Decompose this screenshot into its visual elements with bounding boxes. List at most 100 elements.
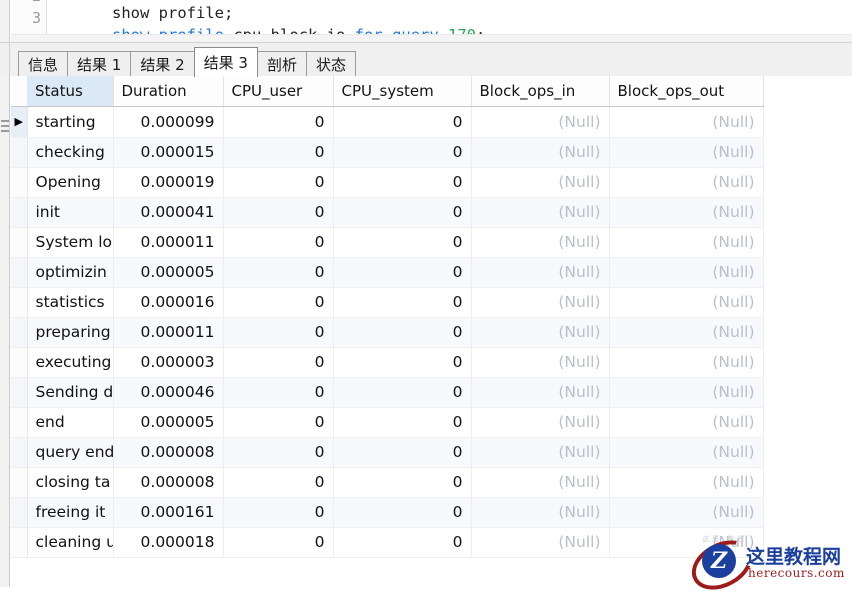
cell-cpu-system[interactable]: 0 bbox=[333, 227, 472, 258]
cell-block-ops-in[interactable]: (Null) bbox=[471, 257, 610, 288]
cell-duration[interactable]: 0.000008 bbox=[113, 467, 224, 498]
tab-4[interactable]: 剖析 bbox=[256, 51, 307, 77]
table-row[interactable]: preparing 0.000011 0 0 (Null) (Null) bbox=[11, 317, 764, 348]
table-row[interactable]: optimizin 0.000005 0 0 (Null) (Null) bbox=[11, 257, 764, 288]
cell-status[interactable]: closing ta bbox=[27, 467, 114, 498]
cell-cpu-user[interactable]: 0 bbox=[223, 377, 334, 408]
table-row[interactable]: System lo 0.000011 0 0 (Null) (Null) bbox=[11, 227, 764, 258]
cell-block-ops-in[interactable]: (Null) bbox=[471, 287, 610, 318]
cell-duration[interactable]: 0.000018 bbox=[113, 527, 224, 558]
row-marker[interactable] bbox=[11, 227, 28, 258]
cell-status[interactable]: statistics bbox=[27, 287, 114, 318]
tab-3-active[interactable]: 结果 3 bbox=[193, 47, 258, 77]
cell-cpu-user[interactable]: 0 bbox=[223, 257, 334, 288]
column-header-block-ops-out[interactable]: Block_ops_out bbox=[609, 76, 764, 107]
table-row[interactable]: query end 0.000008 0 0 (Null) (Null) bbox=[11, 437, 764, 468]
cell-status[interactable]: Sending d bbox=[27, 377, 114, 408]
cell-duration[interactable]: 0.000008 bbox=[113, 437, 224, 468]
cell-duration[interactable]: 0.000046 bbox=[113, 377, 224, 408]
cell-cpu-system[interactable]: 0 bbox=[333, 407, 472, 438]
column-header-cpu-system[interactable]: CPU_system bbox=[333, 76, 472, 107]
column-header-cpu-user[interactable]: CPU_user bbox=[223, 76, 334, 107]
table-row[interactable]: ▶ starting 0.000099 0 0 (Null) (Null) bbox=[11, 106, 764, 138]
cell-cpu-system[interactable]: 0 bbox=[333, 467, 472, 498]
cell-status[interactable]: optimizin bbox=[27, 257, 114, 288]
cell-cpu-user[interactable]: 0 bbox=[223, 347, 334, 378]
cell-block-ops-out[interactable]: (Null) bbox=[609, 257, 764, 288]
cell-duration[interactable]: 0.000016 bbox=[113, 287, 224, 318]
tab-1[interactable]: 结果 1 bbox=[67, 51, 132, 77]
cell-duration[interactable]: 0.000099 bbox=[113, 106, 224, 138]
cell-cpu-system[interactable]: 0 bbox=[333, 527, 472, 558]
cell-block-ops-in[interactable]: (Null) bbox=[471, 106, 610, 138]
column-header-block-ops-in[interactable]: Block_ops_in bbox=[471, 76, 610, 107]
row-marker[interactable] bbox=[11, 527, 28, 558]
cell-duration[interactable]: 0.000161 bbox=[113, 497, 224, 528]
cell-cpu-user[interactable]: 0 bbox=[223, 137, 334, 168]
row-marker[interactable] bbox=[11, 317, 28, 348]
sql-editor[interactable]: 2 3 show profile; show profile cpu,block… bbox=[0, 0, 852, 42]
cell-duration[interactable]: 0.000003 bbox=[113, 347, 224, 378]
cell-cpu-user[interactable]: 0 bbox=[223, 287, 334, 318]
cell-block-ops-out[interactable]: (Null) bbox=[609, 347, 764, 378]
cell-cpu-user[interactable]: 0 bbox=[223, 527, 334, 558]
cell-duration[interactable]: 0.000011 bbox=[113, 227, 224, 258]
cell-cpu-system[interactable]: 0 bbox=[333, 167, 472, 198]
cell-status[interactable]: freeing it bbox=[27, 497, 114, 528]
cell-block-ops-out[interactable]: (Null) bbox=[609, 437, 764, 468]
cell-block-ops-out[interactable]: (Null) bbox=[609, 287, 764, 318]
table-row[interactable]: closing ta 0.000008 0 0 (Null) (Null) bbox=[11, 467, 764, 498]
cell-block-ops-out[interactable]: (Null) bbox=[609, 167, 764, 198]
cell-status[interactable]: query end bbox=[27, 437, 114, 468]
row-marker[interactable] bbox=[11, 497, 28, 528]
table-row[interactable]: init 0.000041 0 0 (Null) (Null) bbox=[11, 197, 764, 228]
cell-status[interactable]: checking bbox=[27, 137, 114, 168]
cell-block-ops-out[interactable]: (Null) bbox=[609, 317, 764, 348]
table-row[interactable]: cleaning u 0.000018 0 0 (Null) (Null) bbox=[11, 527, 764, 558]
cell-block-ops-in[interactable]: (Null) bbox=[471, 437, 610, 468]
cell-cpu-user[interactable]: 0 bbox=[223, 227, 334, 258]
cell-block-ops-in[interactable]: (Null) bbox=[471, 347, 610, 378]
cell-duration[interactable]: 0.000005 bbox=[113, 257, 224, 288]
cell-status[interactable]: starting bbox=[27, 106, 114, 138]
cell-block-ops-out[interactable]: (Null) bbox=[609, 467, 764, 498]
cell-cpu-system[interactable]: 0 bbox=[333, 437, 472, 468]
cell-block-ops-out[interactable]: (Null) bbox=[609, 137, 764, 168]
cell-cpu-system[interactable]: 0 bbox=[333, 317, 472, 348]
row-marker[interactable] bbox=[11, 257, 28, 288]
cell-status[interactable]: end bbox=[27, 407, 114, 438]
row-marker[interactable] bbox=[11, 287, 28, 318]
tab-5[interactable]: 状态 bbox=[305, 51, 356, 77]
cell-block-ops-out[interactable]: (Null) bbox=[609, 106, 764, 138]
cell-cpu-system[interactable]: 0 bbox=[333, 197, 472, 228]
cell-status[interactable]: preparing bbox=[27, 317, 114, 348]
cell-status[interactable]: Opening bbox=[27, 167, 114, 198]
row-marker[interactable] bbox=[11, 197, 28, 228]
cell-cpu-user[interactable]: 0 bbox=[223, 167, 334, 198]
cell-duration[interactable]: 0.000005 bbox=[113, 407, 224, 438]
cell-block-ops-out[interactable]: (Null) bbox=[609, 377, 764, 408]
cell-cpu-system[interactable]: 0 bbox=[333, 257, 472, 288]
cell-cpu-user[interactable]: 0 bbox=[223, 407, 334, 438]
row-marker[interactable] bbox=[11, 137, 28, 168]
table-row[interactable]: checking 0.000015 0 0 (Null) (Null) bbox=[11, 137, 764, 168]
cell-block-ops-out[interactable]: (Null) bbox=[609, 197, 764, 228]
cell-status[interactable]: System lo bbox=[27, 227, 114, 258]
column-header-status[interactable]: Status bbox=[27, 76, 114, 107]
row-marker[interactable]: ▶ bbox=[11, 106, 28, 138]
cell-cpu-system[interactable]: 0 bbox=[333, 106, 472, 138]
cell-cpu-system[interactable]: 0 bbox=[333, 377, 472, 408]
cell-block-ops-in[interactable]: (Null) bbox=[471, 167, 610, 198]
cell-block-ops-out[interactable]: (Null) bbox=[609, 407, 764, 438]
row-marker[interactable] bbox=[11, 167, 28, 198]
sql-line-2[interactable]: show profile; bbox=[56, 0, 233, 40]
table-row[interactable]: freeing it 0.000161 0 0 (Null) (Null) bbox=[11, 497, 764, 528]
table-row[interactable]: end 0.000005 0 0 (Null) (Null) bbox=[11, 407, 764, 438]
cell-cpu-user[interactable]: 0 bbox=[223, 467, 334, 498]
cell-status[interactable]: init bbox=[27, 197, 114, 228]
cell-block-ops-in[interactable]: (Null) bbox=[471, 197, 610, 228]
cell-cpu-system[interactable]: 0 bbox=[333, 347, 472, 378]
cell-cpu-user[interactable]: 0 bbox=[223, 317, 334, 348]
cell-duration[interactable]: 0.000041 bbox=[113, 197, 224, 228]
cell-block-ops-in[interactable]: (Null) bbox=[471, 467, 610, 498]
